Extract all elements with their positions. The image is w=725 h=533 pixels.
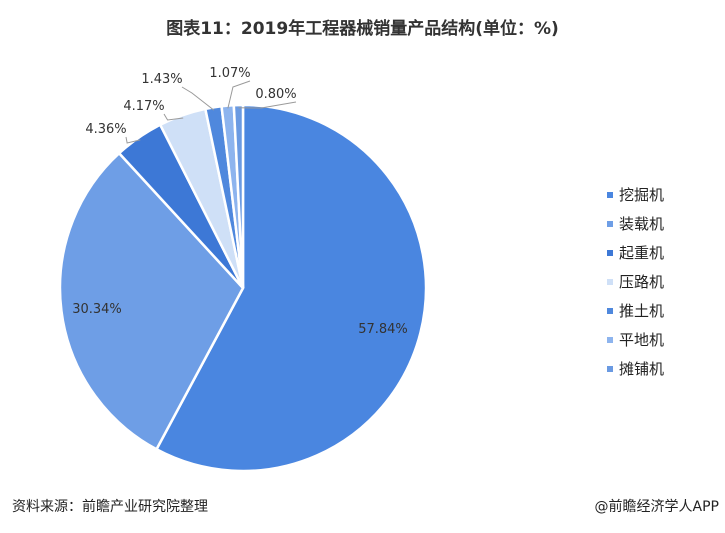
pie-slice-1 xyxy=(154,103,428,473)
slice-label-4: 4.17% xyxy=(123,99,164,114)
legend-swatch-3 xyxy=(607,250,613,256)
legend-swatch-2 xyxy=(607,221,613,227)
legend-label-3: 起重机 xyxy=(619,244,664,262)
slice-label-2: 30.34% xyxy=(72,302,122,317)
legend-swatch-5 xyxy=(607,308,613,314)
leader-line-4 xyxy=(163,113,184,121)
pie-slices xyxy=(58,103,428,473)
leader-line-6 xyxy=(227,80,251,109)
slice-label-7: 0.80% xyxy=(255,87,296,102)
slice-label-6: 1.07% xyxy=(209,66,250,81)
source-note: 资料来源：前瞻产业研究院整理 xyxy=(12,499,208,515)
slice-label-5: 1.43% xyxy=(141,72,182,87)
pie-chart: 57.84% 30.34% 4.36% 4.17% 1.43% 1.07% 0.80% 挖掘… xyxy=(58,66,664,473)
legend-label-6: 平地机 xyxy=(619,331,664,349)
legend-label-4: 压路机 xyxy=(619,273,664,291)
legend-swatch-4 xyxy=(607,279,613,285)
legend-label-2: 装载机 xyxy=(619,215,664,233)
pie-slice-7 xyxy=(232,103,245,289)
legend-label-7: 摊铺机 xyxy=(619,360,664,378)
legend-swatch-6 xyxy=(607,337,613,343)
legend-label-5: 推土机 xyxy=(619,302,664,320)
slice-label-1: 57.84% xyxy=(358,322,408,337)
chart-title: 图表11：2019年工程器械销量产品结构(单位：%) xyxy=(166,19,559,39)
leader-line-7 xyxy=(238,101,297,109)
leader-line-3 xyxy=(125,136,141,144)
legend-swatch-7 xyxy=(607,366,613,372)
brand-credit: @前瞻经济学人APP xyxy=(594,499,719,515)
slice-labels: 57.84% 30.34% 4.36% 4.17% 1.43% 1.07% 0.80% xyxy=(72,66,408,337)
slice-label-3: 4.36% xyxy=(85,122,126,137)
legend-swatch-1 xyxy=(607,192,613,198)
leader-line-5 xyxy=(181,86,215,111)
legend-label-1: 挖掘机 xyxy=(619,186,664,204)
pie-slice-2 xyxy=(58,151,245,451)
leader-lines xyxy=(125,80,297,144)
